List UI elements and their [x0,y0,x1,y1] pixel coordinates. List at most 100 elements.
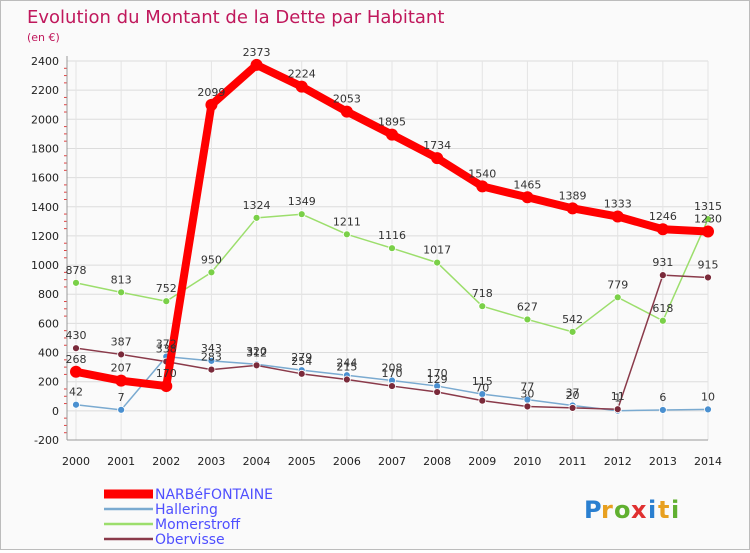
brand-letter: o [614,496,631,524]
x-tick-label: 2000 [62,455,90,468]
series-point-1 [658,406,667,414]
data-label-0: 2053 [333,93,361,106]
data-label-0: 1465 [513,178,541,191]
data-label-2: 1017 [423,244,451,257]
brand-letter: i [671,496,679,524]
y-tick-label: 2200 [31,84,59,97]
series-point-3 [388,382,396,390]
data-label-0: 268 [66,353,87,366]
x-tick-label: 2007 [378,455,406,468]
y-tick-label: -200 [34,434,59,447]
data-label-0: 170 [156,367,177,380]
series-point-0 [431,152,444,165]
series-point-2 [613,293,622,302]
series-point-3 [207,365,216,374]
gridlines [67,60,709,441]
data-label-3: 915 [698,258,719,271]
series-point-2 [117,288,126,297]
x-tick-label: 2013 [649,455,677,468]
data-label-1: 279 [291,351,312,364]
data-label-3: 20 [566,389,580,402]
x-tick-label: 2004 [243,455,271,468]
y-tick-label: 800 [38,288,59,301]
brand-letter: i [648,496,656,524]
x-tick-label: 2010 [513,455,541,468]
series-point-3 [297,369,306,378]
data-label-1: 208 [382,362,403,375]
data-label-3: 30 [520,387,534,400]
series-point-3 [72,344,80,353]
data-label-3: 70 [475,382,489,395]
data-label-0: 1333 [604,198,632,211]
series-point-0 [250,58,263,71]
data-label-3: 283 [201,351,222,364]
data-label-0: 1246 [649,210,677,223]
series-point-2 [704,215,712,224]
data-label-1: 77 [520,381,534,394]
data-label-0: 1734 [423,139,451,152]
series-point-1 [72,400,80,409]
series-point-2 [162,297,171,306]
series-point-0 [521,191,534,204]
data-label-0: 1230 [694,213,722,226]
y-tick-label: 2000 [31,113,59,126]
data-label-2: 878 [66,264,87,277]
data-label-2: 1211 [333,215,361,228]
data-label-2: 1349 [288,195,316,208]
series-point-0 [611,210,624,223]
series-point-0 [115,374,128,387]
data-label-3: 215 [336,361,357,374]
x-tick-label: 2009 [468,455,496,468]
brand-letter: x [631,496,647,524]
data-label-2: 752 [156,282,177,295]
data-label-3: 129 [427,373,448,386]
brand-letter: P [584,496,602,524]
data-label-1: 320 [246,345,267,358]
series-point-3 [252,361,261,370]
legend-label-2: Momerstroff [155,517,240,533]
data-label-0: 2224 [288,68,316,81]
y-tick-label: 1400 [31,201,59,214]
data-label-2: 1116 [378,229,406,242]
x-tick-label: 2001 [107,455,135,468]
data-label-1: 10 [701,390,715,403]
legend: NARBéFONTAINEHalleringMomerstroffObervis… [104,487,273,548]
brand-letter: r [601,496,613,524]
series-point-3 [523,402,532,411]
data-label-1: 6 [659,391,666,404]
series-point-0 [656,223,669,236]
data-label-3: 254 [291,355,312,368]
data-label-1: 372 [156,338,177,351]
y-tick-label: 400 [38,347,59,360]
legend-label-0: NARBéFONTAINE [155,487,273,503]
series-point-0 [476,180,489,193]
series-point-0 [386,128,398,141]
series-point-2 [297,210,306,219]
series-point-0 [566,202,579,215]
series-point-0 [340,105,353,118]
y-tick-label: 200 [38,376,59,389]
x-tick-label: 2006 [333,455,361,468]
data-label-3: 170 [382,367,403,380]
axes: -200 0 200 400 600 800 1000 1200 1400 1600 1800 200… [31,55,722,468]
y-tick-label: 2400 [31,55,59,68]
data-label-1: 115 [472,375,493,388]
series-point-2 [433,258,442,267]
data-label-1: 244 [336,356,357,369]
brand-letter: t [658,496,669,524]
data-label-3: 931 [652,256,673,269]
data-label-3: 11 [611,390,625,403]
series-point-2 [207,268,216,277]
data-label-1: 170 [427,367,448,380]
series-point-3 [568,404,577,412]
data-label-1: 42 [69,386,83,399]
series-point-3 [117,350,126,359]
data-label-0: 1895 [378,116,406,129]
series-point-3 [704,273,712,282]
data-label-3: 430 [66,329,87,342]
series-point-1 [207,356,216,365]
series-point-3 [433,388,442,396]
